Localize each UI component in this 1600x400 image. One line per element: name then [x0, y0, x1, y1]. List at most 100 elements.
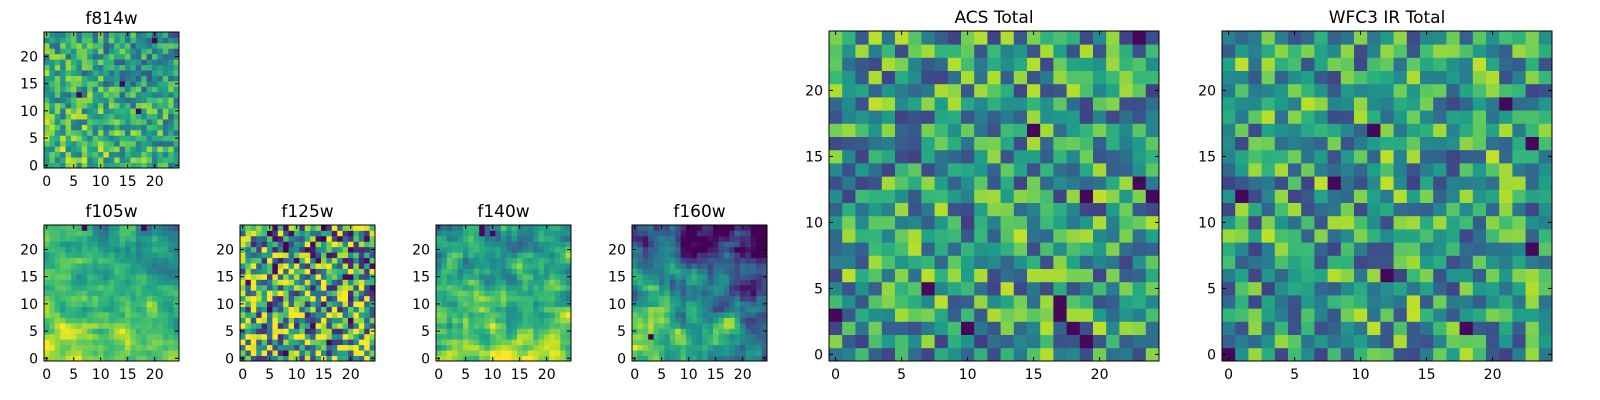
heatmap-cell — [511, 279, 518, 286]
heatmap-cell — [511, 322, 518, 329]
heatmap-cell — [441, 344, 448, 351]
heatmap-cell — [60, 119, 66, 125]
heatmap-cell — [554, 284, 561, 291]
heatmap-cell — [71, 70, 77, 76]
heatmap-cell — [108, 108, 115, 114]
heatmap-cell — [299, 268, 306, 275]
heatmap-cell — [544, 328, 550, 335]
heatmap-cell — [565, 268, 572, 275]
heatmap-cell — [71, 322, 77, 329]
heatmap-cell — [987, 321, 1001, 335]
heatmap-cell — [71, 91, 77, 98]
heatmap-cell — [696, 317, 703, 324]
heatmap-cell — [632, 263, 638, 269]
heatmap-cell — [868, 123, 883, 137]
heatmap-cell — [1119, 202, 1133, 217]
heatmap-cell — [934, 189, 949, 203]
heatmap-cell — [135, 108, 142, 114]
heatmap-cell — [87, 86, 93, 93]
heatmap-cell — [81, 37, 88, 44]
heatmap-cell — [146, 230, 153, 237]
heatmap-cell — [1512, 295, 1526, 309]
heatmap-cell — [49, 279, 56, 286]
heatmap-cell — [152, 339, 158, 346]
heatmap-cell — [1274, 347, 1289, 362]
heatmap-cell — [1235, 123, 1249, 137]
heatmap-cell — [549, 328, 556, 335]
heatmap-cell — [1367, 176, 1381, 190]
heatmap-cell — [125, 350, 131, 356]
heatmap-cell — [484, 333, 491, 340]
heatmap-cell — [1000, 110, 1015, 124]
heatmap-cell — [868, 176, 883, 190]
heatmap-cell — [680, 301, 687, 307]
heatmap-cell — [76, 91, 83, 98]
heatmap-cell — [707, 279, 714, 286]
heatmap-cell — [554, 273, 561, 280]
heatmap-cell — [321, 333, 327, 340]
heatmap-cell — [446, 230, 453, 237]
heatmap-cell — [1106, 242, 1120, 256]
heatmap-cell — [1472, 215, 1487, 230]
heatmap-cell — [842, 347, 856, 362]
heatmap-cell — [1446, 83, 1460, 98]
heatmap-cell — [1406, 308, 1421, 322]
heatmap-cell — [288, 273, 295, 280]
heatmap-cell — [745, 241, 752, 248]
heatmap-cell — [1000, 31, 1015, 45]
heatmap-cell — [1079, 347, 1094, 362]
heatmap-cell — [756, 290, 762, 297]
heatmap-cell — [664, 290, 671, 297]
heatmap-cell — [436, 279, 442, 286]
heatmap-cell — [87, 306, 93, 313]
heatmap-cell — [468, 350, 475, 356]
heatmap-cell — [1093, 163, 1107, 177]
heatmap-cell — [288, 252, 295, 259]
heatmap-cell — [463, 328, 469, 335]
heatmap-cell — [103, 333, 110, 340]
heatmap-cell — [135, 279, 142, 286]
heatmap-cell — [648, 268, 654, 275]
heatmap-cell — [895, 123, 909, 137]
heatmap-cell — [1093, 281, 1107, 296]
heatmap-cell — [1367, 255, 1381, 269]
heatmap-cell — [162, 32, 169, 38]
heatmap-cell — [1354, 255, 1368, 269]
heatmap-cell — [87, 42, 93, 49]
heatmap-cell — [245, 225, 252, 231]
heatmap-cell — [750, 306, 757, 313]
heatmap-cell — [533, 263, 539, 269]
heatmap-cell — [549, 344, 556, 351]
heatmap-cell — [1274, 110, 1289, 124]
heatmap-cell — [1040, 136, 1054, 151]
heatmap-cell — [1106, 110, 1120, 124]
heatmap-cell — [119, 162, 126, 169]
heatmap-cell — [60, 48, 66, 55]
heatmap-cell — [947, 70, 962, 85]
heatmap-cell — [479, 279, 485, 286]
heatmap-cell — [1106, 176, 1120, 190]
y-tick-label: 20 — [20, 242, 38, 258]
heatmap-cell — [1027, 255, 1041, 269]
heatmap-cell — [457, 246, 464, 253]
heatmap-cell — [348, 252, 354, 259]
heatmap-cell — [533, 295, 539, 302]
heatmap-cell — [353, 322, 360, 329]
heatmap-cell — [549, 235, 556, 242]
heatmap-cell — [310, 263, 316, 269]
heatmap-cell — [261, 279, 268, 286]
heatmap-cell — [44, 333, 50, 340]
heatmap-cell — [54, 257, 61, 264]
heatmap-cell — [310, 246, 316, 253]
heatmap-cell — [60, 284, 66, 291]
heatmap-cell — [103, 119, 110, 125]
heatmap-cell — [152, 124, 158, 131]
heatmap-cell — [490, 246, 496, 253]
heatmap-cell — [337, 322, 343, 329]
heatmap-cell — [696, 295, 703, 302]
heatmap-cell — [756, 225, 762, 231]
heatmap-cell — [868, 149, 883, 164]
heatmap-cell — [842, 31, 856, 45]
heatmap-cell — [947, 97, 962, 111]
heatmap-cell — [135, 75, 142, 82]
